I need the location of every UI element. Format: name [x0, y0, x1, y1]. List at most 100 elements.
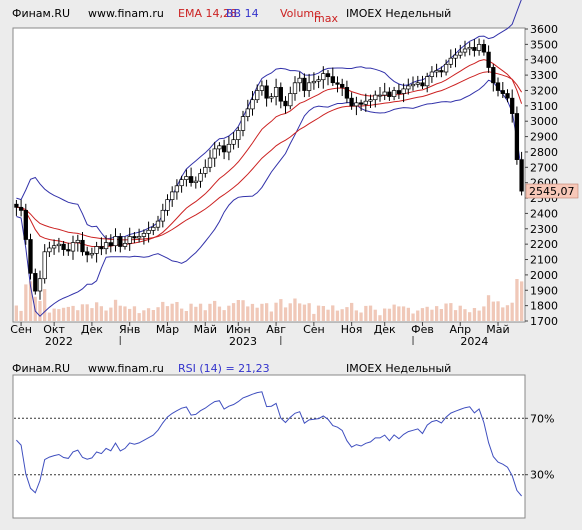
candle-body: [391, 90, 397, 97]
y-tick-label: 1800: [530, 300, 558, 313]
volume-bar: [161, 301, 165, 321]
candle: [33, 268, 38, 295]
volume-bar: [444, 303, 448, 321]
volume-bar: [491, 301, 495, 321]
candle-body: [425, 76, 430, 87]
candle: [264, 79, 269, 107]
volume-bar: [184, 311, 188, 321]
candle: [420, 75, 425, 89]
volume-bar: [288, 303, 292, 321]
candle: [519, 151, 524, 196]
volume-bar: [24, 284, 28, 321]
candle: [80, 232, 85, 256]
candle: [203, 159, 208, 178]
candle: [462, 40, 468, 57]
volume-bar: [61, 307, 66, 321]
volume-bar: [477, 310, 481, 321]
candle: [51, 239, 57, 255]
y-tick-label: 2100: [530, 254, 558, 267]
candle-body: [443, 63, 449, 73]
candle: [273, 78, 279, 106]
candle: [500, 82, 505, 98]
candle: [94, 241, 99, 263]
candle-body: [316, 79, 321, 82]
candle: [193, 176, 198, 189]
candle-body: [373, 94, 378, 101]
candle-body: [127, 236, 132, 244]
candle-body: [37, 278, 43, 292]
candle-body: [179, 179, 184, 187]
candle-body: [221, 145, 227, 153]
volume-bar: [520, 281, 524, 321]
volume-bar: [439, 309, 443, 321]
volume-bar: [383, 308, 387, 321]
candle: [14, 200, 19, 216]
candle-body: [396, 90, 402, 94]
candle-body: [269, 96, 274, 99]
candle-body: [335, 82, 340, 85]
volume-bar: [142, 310, 146, 321]
candle: [491, 64, 496, 92]
x-tick-label: Апр: [449, 323, 471, 336]
candle: [458, 44, 463, 59]
candle: [61, 241, 66, 256]
candle-body: [472, 47, 477, 51]
candle: [476, 38, 482, 56]
volume-bar: [66, 306, 70, 321]
candle: [505, 89, 510, 103]
candle: [132, 232, 137, 244]
candle: [373, 90, 378, 108]
candle: [288, 86, 293, 110]
volume-bar: [128, 308, 132, 321]
candle-body: [217, 145, 222, 150]
candle: [136, 228, 142, 243]
candle: [23, 203, 28, 245]
candle-body: [99, 246, 104, 250]
candle: [363, 93, 368, 112]
candle: [113, 228, 118, 252]
candle: [486, 45, 491, 73]
candle: [255, 84, 260, 103]
candle-body: [377, 94, 383, 97]
candle: [495, 77, 501, 97]
y-tick-label: 1900: [530, 284, 558, 297]
y-tick-label: 3200: [530, 85, 558, 98]
year-label: 2023: [229, 335, 257, 348]
main-y-axis: 1700180019002000210022002300240025002600…: [525, 23, 558, 328]
candle: [42, 244, 47, 284]
candle: [354, 96, 359, 116]
volume-bar: [472, 308, 477, 321]
candle: [292, 76, 298, 101]
candle: [510, 89, 515, 123]
x-tick-label: Май: [486, 323, 509, 336]
main-x-axis: Сен Окт Дек Янв Мар Май Июн Авг Сен Ноя Дек Фев Апр М…: [10, 322, 510, 348]
rsi-path: [16, 391, 522, 497]
candle-body: [278, 87, 283, 102]
candle-body: [132, 236, 137, 239]
candle: [382, 82, 387, 100]
max-legend: max: [314, 12, 338, 25]
candle: [429, 66, 435, 83]
volume-bar: [255, 307, 259, 321]
candle: [236, 126, 241, 148]
candle: [514, 106, 520, 165]
candle-body: [358, 102, 364, 105]
volume-bar: [194, 306, 198, 321]
candle-body: [28, 239, 33, 274]
candle-body: [302, 77, 307, 91]
year-label: 2022: [45, 335, 73, 348]
candle: [434, 63, 439, 78]
volume-bar: [227, 305, 231, 321]
candle: [410, 76, 416, 91]
candle-body: [122, 243, 128, 247]
candle: [311, 72, 317, 90]
main-source-label: Финам.RU: [12, 7, 70, 20]
volume-bar: [501, 307, 505, 321]
rsi-y-axis: 70% 30%: [525, 412, 554, 482]
candle: [99, 237, 104, 256]
candle: [391, 86, 397, 101]
volume-bar: [241, 300, 245, 321]
candle-body: [42, 251, 47, 280]
candle: [259, 80, 265, 96]
candle: [448, 49, 453, 68]
